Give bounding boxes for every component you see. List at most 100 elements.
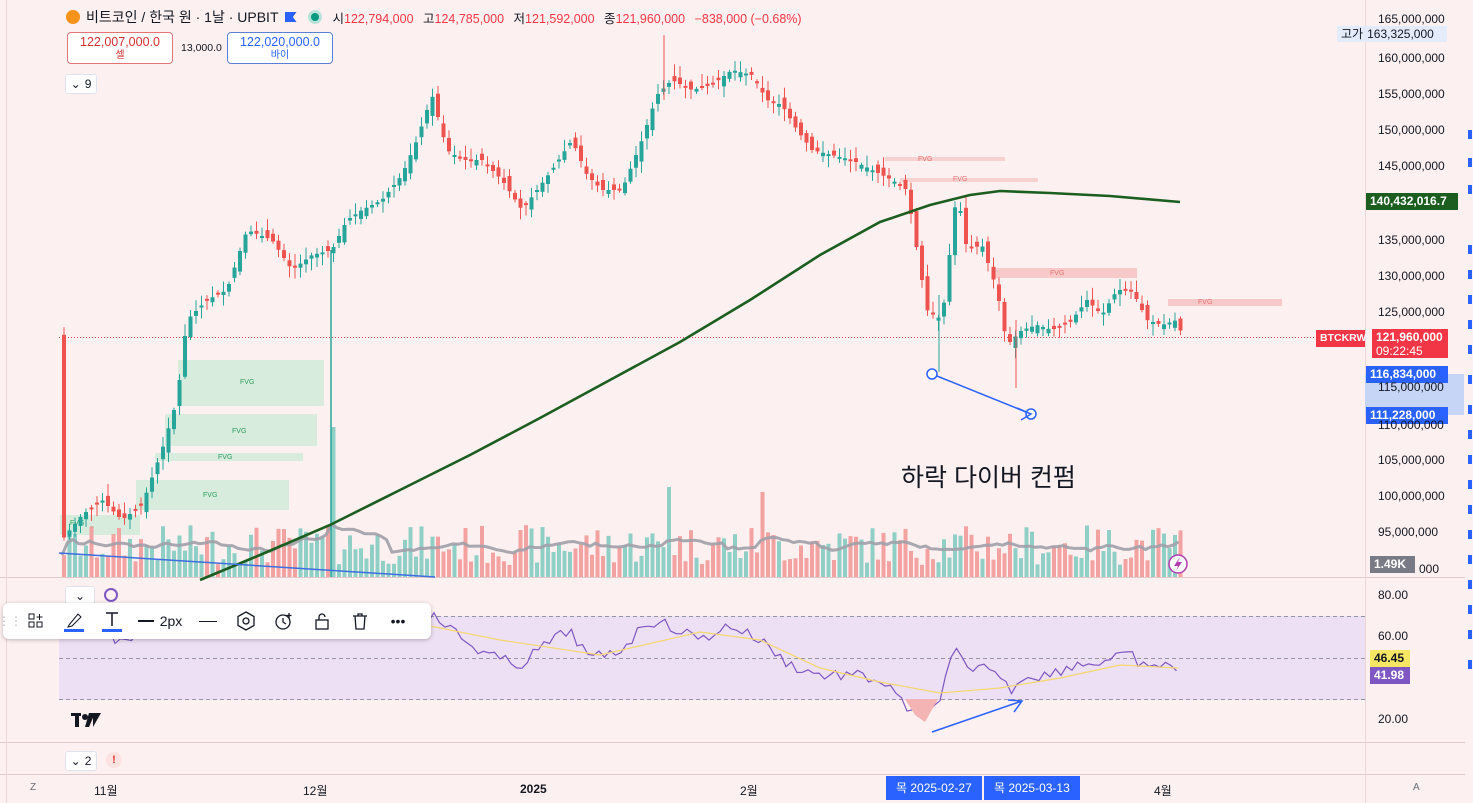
candle xyxy=(848,149,853,173)
sell-button[interactable]: 122,007,000.0 셀 xyxy=(67,32,173,64)
templates-icon[interactable] xyxy=(17,603,55,639)
candle xyxy=(111,501,116,516)
volume-bar xyxy=(859,539,864,577)
volume-bar xyxy=(502,561,506,577)
volume-bar xyxy=(925,548,930,577)
edge-marker xyxy=(1468,660,1472,669)
candle xyxy=(386,187,391,204)
pane-collapse-button[interactable]: ⌄ xyxy=(65,586,95,606)
candle xyxy=(172,407,176,435)
high-price-tag: 고가 163,325,000 xyxy=(1337,26,1447,42)
more-icon[interactable]: ••• xyxy=(390,613,406,629)
volume-bar xyxy=(183,550,187,577)
text-color-icon[interactable] xyxy=(93,603,131,639)
volume-bar xyxy=(760,492,765,577)
volume-bar xyxy=(562,550,567,577)
drawing-toolbar: ⋮⋮ 2px ••• xyxy=(0,603,431,639)
volume-bar xyxy=(645,537,649,577)
alert-clock-icon[interactable] xyxy=(265,603,303,639)
candle xyxy=(227,281,231,297)
warning-icon[interactable]: ! xyxy=(106,752,122,768)
symbol-tag: BTCKRW xyxy=(1316,330,1366,347)
flag-icon[interactable] xyxy=(284,12,297,22)
candle xyxy=(870,165,875,181)
volume-bar xyxy=(1112,551,1117,577)
candle xyxy=(298,254,303,278)
candle xyxy=(947,243,952,306)
symbol-header[interactable]: 비트코인 / 한국 원 · 1날 · UPBIT 시122,794,000 고1… xyxy=(66,8,808,26)
candle xyxy=(788,102,792,125)
candle xyxy=(914,207,919,251)
candle xyxy=(419,117,424,146)
reset-scale-button[interactable]: Z xyxy=(30,782,37,793)
volume-bar xyxy=(452,543,457,577)
anchor-handle xyxy=(926,368,938,380)
candle xyxy=(821,141,825,163)
edge-marker xyxy=(1468,430,1472,439)
auto-scale-button[interactable]: A xyxy=(1413,782,1420,793)
trash-icon[interactable] xyxy=(341,603,379,639)
candle xyxy=(375,199,380,207)
volume-bar xyxy=(832,560,836,577)
candle xyxy=(128,507,132,530)
candle xyxy=(381,191,385,213)
candle xyxy=(815,140,820,155)
volume-bar xyxy=(815,540,820,577)
rsi-value-tag: 41.98 xyxy=(1370,667,1410,684)
volume-bar xyxy=(155,559,160,577)
candle xyxy=(188,310,193,341)
candle xyxy=(271,228,275,244)
candle xyxy=(320,245,325,266)
volume-bar xyxy=(892,532,897,577)
candle xyxy=(1008,326,1012,345)
chart-annotation[interactable]: 하락 다이버 컨펌 xyxy=(901,464,1076,492)
edge-marker xyxy=(1468,455,1472,464)
volume-bar xyxy=(854,536,858,577)
edge-marker xyxy=(1468,375,1472,384)
volume-bar xyxy=(683,561,688,577)
settings-icon[interactable] xyxy=(227,603,265,639)
candle xyxy=(309,252,314,271)
candle xyxy=(584,157,589,180)
price-axis-label: 115,000,000 xyxy=(1378,380,1444,394)
indicators-toggle[interactable]: ⌄ 9 xyxy=(65,74,97,94)
line-width-button[interactable]: 2px xyxy=(131,603,189,639)
chevron-down-icon: ⌄ xyxy=(70,754,81,768)
candle xyxy=(441,115,446,143)
buy-button[interactable]: 122,020,000.0 바이 xyxy=(227,32,333,64)
line-color-icon[interactable] xyxy=(55,603,93,639)
candle xyxy=(595,175,600,193)
price-axis-label: 165,000,000 xyxy=(1378,12,1445,26)
edge-marker xyxy=(1468,605,1472,614)
line-style-icon[interactable] xyxy=(189,603,227,639)
candle xyxy=(95,496,99,517)
edge-marker xyxy=(1468,270,1472,279)
volume-bar xyxy=(188,525,193,577)
candle xyxy=(969,235,974,253)
volume-bar xyxy=(320,536,325,577)
volume-bar xyxy=(1008,533,1012,577)
volume-bar xyxy=(700,564,704,577)
candle xyxy=(711,75,715,88)
candle xyxy=(1079,295,1084,318)
volume-bar xyxy=(1107,530,1111,577)
volume-bar xyxy=(557,543,561,577)
rsi-axis-label: 80.00 xyxy=(1378,588,1409,602)
candle xyxy=(826,150,831,168)
fvg-label: FVG xyxy=(232,428,246,435)
candle xyxy=(205,295,209,310)
lower-pane-toggle[interactable]: ⌄ 2 xyxy=(65,751,97,771)
fvg-label: FVG xyxy=(1050,270,1064,277)
volume-bar xyxy=(353,549,358,577)
fvg-zone xyxy=(885,157,1005,161)
lock-icon[interactable] xyxy=(303,603,341,639)
volume-bar xyxy=(518,530,523,577)
candle xyxy=(436,85,440,121)
edge-marker xyxy=(1468,295,1472,304)
volume-bar xyxy=(84,545,88,577)
volume-bar xyxy=(441,551,446,577)
drag-handle-icon[interactable]: ⋮⋮ xyxy=(0,614,22,628)
volume-bar xyxy=(370,544,374,577)
candle xyxy=(782,87,787,122)
